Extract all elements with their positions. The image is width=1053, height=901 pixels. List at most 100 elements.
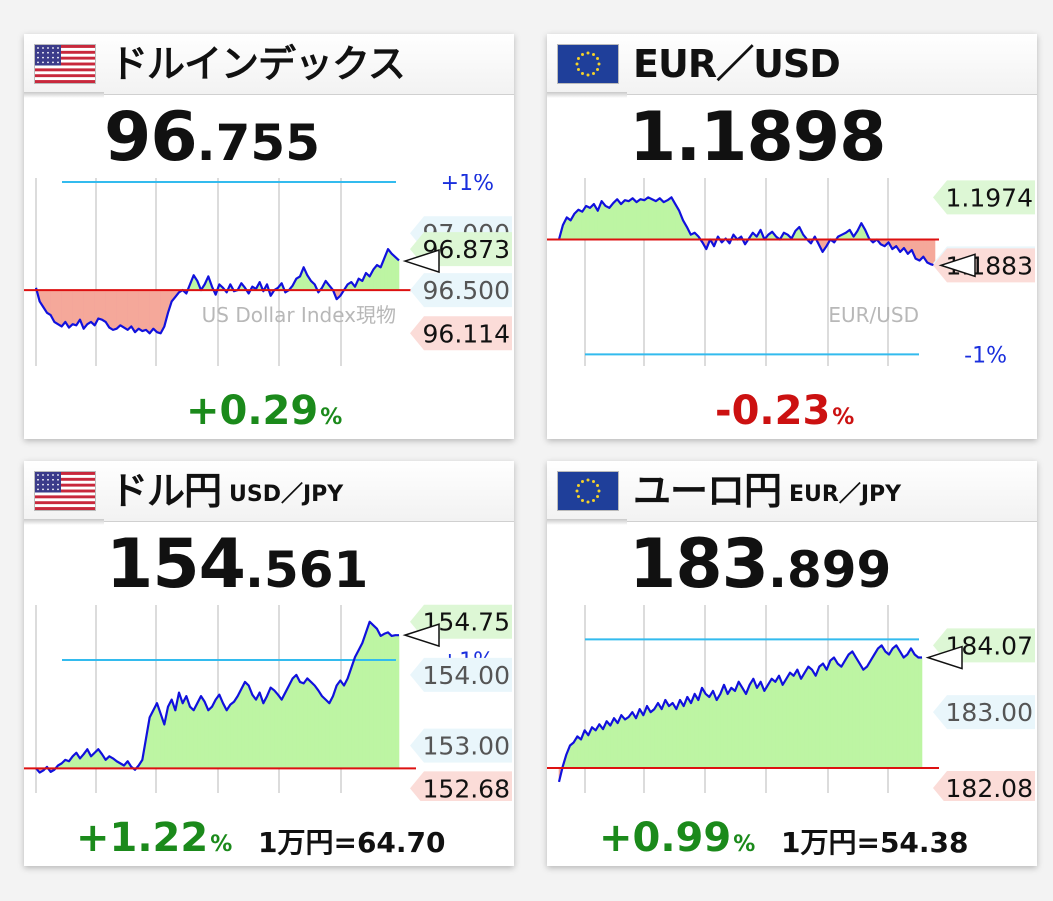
svg-text:1.1974: 1.1974 (946, 183, 1033, 212)
gain-area (373, 624, 378, 769)
gain-area (640, 198, 645, 240)
gain-area (764, 683, 769, 769)
gain-area (620, 199, 626, 240)
gain-area (885, 650, 890, 769)
gain-area (153, 703, 158, 769)
gain-area (589, 203, 595, 240)
gain-area (193, 703, 198, 769)
gain-area (387, 631, 392, 769)
gain-area (874, 647, 879, 769)
per-10k-yen: 1万円=54.38 (781, 826, 969, 859)
gain-area (167, 699, 172, 769)
gain-area (716, 692, 721, 769)
gain-area (624, 716, 629, 769)
gain-area (391, 252, 396, 291)
svg-text:153.00: 153.00 (423, 732, 510, 761)
panel-subtitle: USD／JPY (229, 482, 344, 507)
gain-area (200, 695, 205, 769)
gain-area (863, 665, 868, 769)
gain-area (211, 699, 216, 769)
gain-area (340, 679, 345, 769)
gain-area (296, 674, 301, 769)
gain-area (351, 657, 356, 769)
gain-area (789, 672, 794, 769)
gain-area (782, 677, 787, 769)
price-line (557, 196, 936, 267)
gain-area (612, 198, 618, 240)
gain-area (266, 687, 271, 769)
panel-header: ドルインデックス (24, 34, 514, 95)
us-flag-icon (34, 471, 96, 511)
gain-area (896, 644, 901, 769)
gain-area (745, 684, 750, 769)
gain-area (903, 653, 908, 769)
loss-area (101, 289, 106, 323)
gain-area (197, 695, 202, 769)
gain-area (727, 686, 732, 769)
gain-area (233, 695, 238, 769)
price-line (35, 620, 399, 774)
gain-area (292, 674, 297, 769)
dollar-index-panel[interactable]: ドルインデックス 96.755 US Dollar Index現物+1%97.0… (24, 34, 514, 439)
gain-area (683, 696, 688, 769)
gain-area (219, 694, 224, 769)
range-label: -1% (964, 343, 1007, 368)
gain-area (690, 693, 695, 769)
mid-price-tag: 96.500 (410, 273, 512, 308)
gain-area (800, 671, 805, 769)
gain-area (786, 671, 791, 769)
change-percent: +1.22% (76, 815, 233, 861)
gain-area (778, 675, 783, 769)
eur-usd-panel[interactable]: EUR／USD 1.1898 EUR/USD-1%1.19001.19741.1… (547, 34, 1037, 439)
change-percent: +0.99% (599, 815, 756, 861)
gain-area (749, 677, 754, 769)
loss-area (153, 289, 158, 333)
current-price: 1.1898 (629, 98, 886, 177)
gain-area (687, 695, 692, 769)
gain-area (659, 197, 664, 240)
gain-area (288, 678, 293, 769)
gain-area (376, 628, 381, 769)
gain-area (585, 205, 591, 240)
panel-header: EUR／USD (547, 34, 1037, 95)
gain-area (811, 668, 816, 769)
gain-area (613, 717, 618, 769)
loss-area (54, 289, 59, 325)
gain-area (830, 656, 835, 769)
gain-area (712, 690, 717, 769)
gain-area (636, 198, 641, 240)
gain-area (632, 711, 637, 769)
loss-area (98, 289, 103, 321)
gain-area (734, 681, 739, 769)
loss-area (930, 239, 936, 266)
gain-area (709, 689, 714, 769)
gain-area (329, 695, 334, 769)
gain-area (222, 703, 227, 769)
loss-area (83, 289, 88, 330)
gain-area (694, 692, 699, 769)
gain-area (899, 650, 904, 769)
loss-area (123, 289, 128, 331)
gain-area (310, 681, 315, 769)
gain-area (665, 698, 670, 769)
loss-area (145, 289, 150, 334)
gain-area (797, 669, 802, 769)
svg-text:96.500: 96.500 (423, 276, 510, 305)
gain-area (667, 196, 672, 240)
loss-area (46, 289, 51, 316)
change-percent: +0.29% (186, 388, 343, 434)
gain-area (877, 644, 882, 769)
loss-area (142, 289, 147, 332)
gain-area (215, 693, 220, 769)
gain-area (343, 678, 348, 769)
gain-area (208, 706, 213, 769)
gain-area (826, 660, 831, 769)
gain-area (663, 199, 668, 240)
gain-area (657, 701, 662, 769)
gain-area (775, 674, 780, 769)
panel-subtitle: EUR／JPY (789, 482, 902, 507)
